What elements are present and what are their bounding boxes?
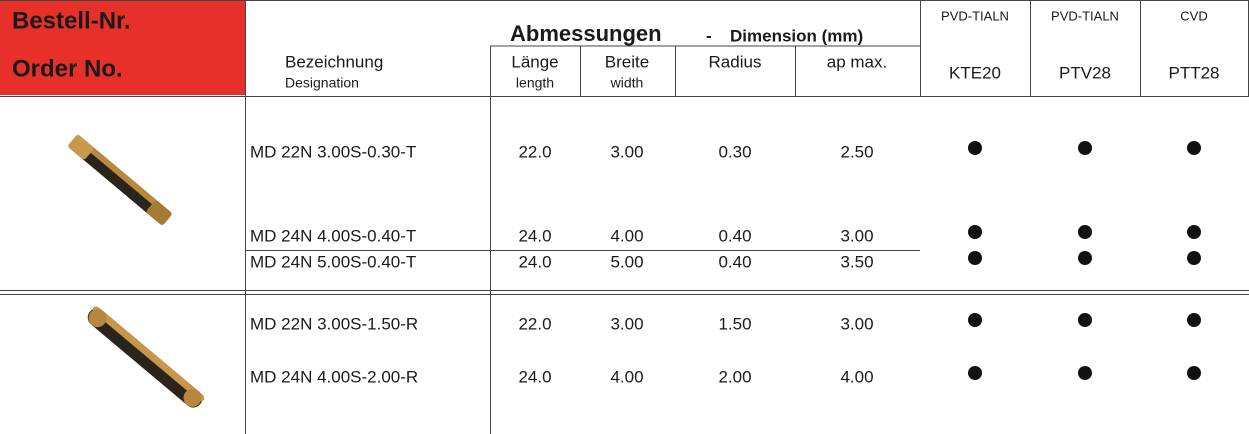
availability-dot <box>968 251 982 265</box>
dimension-value: 3.50 <box>840 252 873 271</box>
dimension-value: 5.00 <box>610 252 643 271</box>
dimension-value: 3.00 <box>610 314 643 333</box>
dimension-value: 3.00 <box>840 226 873 245</box>
availability-dot <box>968 366 982 380</box>
availability-dot <box>1078 141 1092 155</box>
designation: MD 24N 4.00S-0.40-T <box>250 226 416 245</box>
dimension-value: 2.00 <box>718 367 751 386</box>
column-label-de: Länge <box>511 52 558 71</box>
grade-coating: PVD-TIALN <box>941 8 1009 23</box>
availability-dot <box>1187 141 1201 155</box>
dimension-value: 3.00 <box>610 142 643 161</box>
availability-dot <box>1187 251 1201 265</box>
dimensions-sep: - <box>706 26 712 45</box>
dimension-value: 24.0 <box>518 367 551 386</box>
designation: MD 24N 4.00S-2.00-R <box>250 367 418 386</box>
dimensions-en: Dimension (mm) <box>730 26 863 45</box>
availability-dot <box>1187 366 1201 380</box>
dimension-value: 4.00 <box>610 367 643 386</box>
order-no-de: Bestell-Nr. <box>12 7 131 34</box>
grade-name: PTV28 <box>1059 63 1111 82</box>
availability-dot <box>1187 225 1201 239</box>
column-label-en: Designation <box>285 75 359 91</box>
order-header-cell <box>0 0 245 95</box>
insert-image-sharp <box>68 135 172 225</box>
dimension-value: 24.0 <box>518 226 551 245</box>
dimension-value: 24.0 <box>518 252 551 271</box>
dimension-value: 4.00 <box>840 367 873 386</box>
dimension-value: 0.40 <box>718 226 751 245</box>
grade-coating: CVD <box>1180 8 1207 23</box>
column-label-en: width <box>610 75 644 91</box>
designation: MD 24N 5.00S-0.40-T <box>250 252 416 271</box>
column-label-de: ap max. <box>827 52 887 71</box>
column-label-de: Radius <box>709 52 762 71</box>
column-label-de: Bezeichnung <box>285 52 383 71</box>
availability-dot <box>1078 251 1092 265</box>
dimension-value: 1.50 <box>718 314 751 333</box>
dimension-value: 4.00 <box>610 226 643 245</box>
column-label-de: Breite <box>605 52 649 71</box>
dimension-value: 2.50 <box>840 142 873 161</box>
grade-name: KTE20 <box>949 63 1001 82</box>
availability-dot <box>968 141 982 155</box>
dimensions-de: Abmessungen <box>510 21 662 46</box>
grade-name: PTT28 <box>1168 63 1219 82</box>
availability-dot <box>1078 366 1092 380</box>
designation: MD 22N 3.00S-1.50-R <box>250 314 418 333</box>
insert-image-round <box>87 306 205 408</box>
dimension-value: 0.30 <box>718 142 751 161</box>
dimension-value: 22.0 <box>518 314 551 333</box>
availability-dot <box>1187 313 1201 327</box>
grade-coating: PVD-TIALN <box>1051 8 1119 23</box>
availability-dot <box>1078 225 1092 239</box>
dimension-value: 0.40 <box>718 252 751 271</box>
dimension-value: 3.00 <box>840 314 873 333</box>
dimension-value: 22.0 <box>518 142 551 161</box>
availability-dot <box>968 225 982 239</box>
designation: MD 22N 3.00S-0.30-T <box>250 142 416 161</box>
column-label-en: length <box>516 75 554 91</box>
order-no-en: Order No. <box>12 55 123 82</box>
availability-dot <box>1078 313 1092 327</box>
availability-dot <box>968 313 982 327</box>
